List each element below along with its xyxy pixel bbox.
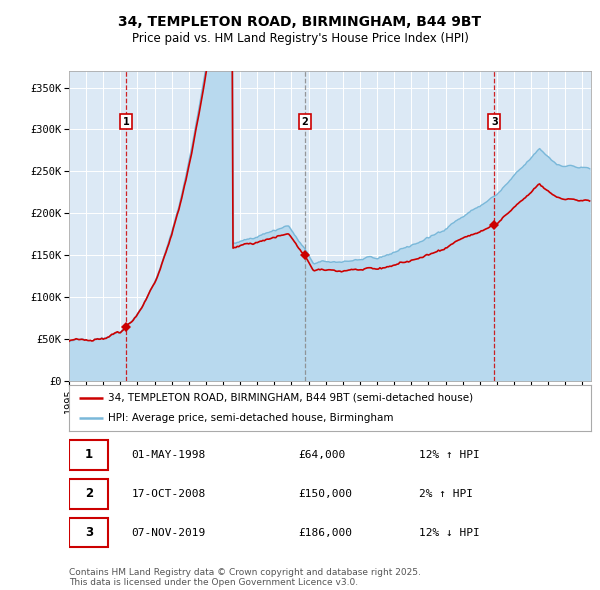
Text: Price paid vs. HM Land Registry's House Price Index (HPI): Price paid vs. HM Land Registry's House … — [131, 32, 469, 45]
Text: 1: 1 — [85, 448, 93, 461]
Text: 34, TEMPLETON ROAD, BIRMINGHAM, B44 9BT: 34, TEMPLETON ROAD, BIRMINGHAM, B44 9BT — [118, 15, 482, 29]
Text: 12% ↓ HPI: 12% ↓ HPI — [419, 528, 479, 537]
Text: 2: 2 — [302, 117, 308, 127]
Text: £150,000: £150,000 — [299, 489, 353, 499]
FancyBboxPatch shape — [69, 479, 108, 509]
Text: 2% ↑ HPI: 2% ↑ HPI — [419, 489, 473, 499]
Text: 07-NOV-2019: 07-NOV-2019 — [131, 528, 206, 537]
Text: 17-OCT-2008: 17-OCT-2008 — [131, 489, 206, 499]
Text: HPI: Average price, semi-detached house, Birmingham: HPI: Average price, semi-detached house,… — [108, 413, 394, 423]
Text: £186,000: £186,000 — [299, 528, 353, 537]
FancyBboxPatch shape — [69, 440, 108, 470]
Text: 3: 3 — [491, 117, 497, 127]
Text: 1: 1 — [122, 117, 130, 127]
Text: 2: 2 — [85, 487, 93, 500]
Text: Contains HM Land Registry data © Crown copyright and database right 2025.
This d: Contains HM Land Registry data © Crown c… — [69, 568, 421, 587]
Text: 01-MAY-1998: 01-MAY-1998 — [131, 450, 206, 460]
Text: £64,000: £64,000 — [299, 450, 346, 460]
Text: 34, TEMPLETON ROAD, BIRMINGHAM, B44 9BT (semi-detached house): 34, TEMPLETON ROAD, BIRMINGHAM, B44 9BT … — [108, 392, 473, 402]
FancyBboxPatch shape — [69, 518, 108, 548]
Text: 3: 3 — [85, 526, 93, 539]
Text: 12% ↑ HPI: 12% ↑ HPI — [419, 450, 479, 460]
